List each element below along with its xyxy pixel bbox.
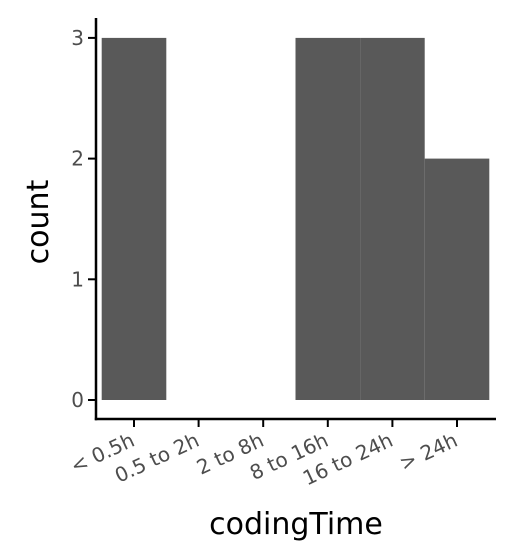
x-tick-label: > 24h xyxy=(395,428,461,476)
y-axis-title: count xyxy=(21,179,56,264)
bars-group xyxy=(101,37,490,401)
bar xyxy=(101,37,167,401)
y-tick-label: 3 xyxy=(71,26,84,50)
bar xyxy=(295,37,361,401)
y-tick-label: 1 xyxy=(71,267,84,291)
y-tick-label: 2 xyxy=(71,147,84,171)
x-axis-title: codingTime xyxy=(209,507,383,542)
bar xyxy=(360,37,425,401)
y-tick-label: 0 xyxy=(71,388,84,412)
bar xyxy=(424,158,490,400)
y-ticks-group: 0 1 2 3 xyxy=(71,26,96,412)
